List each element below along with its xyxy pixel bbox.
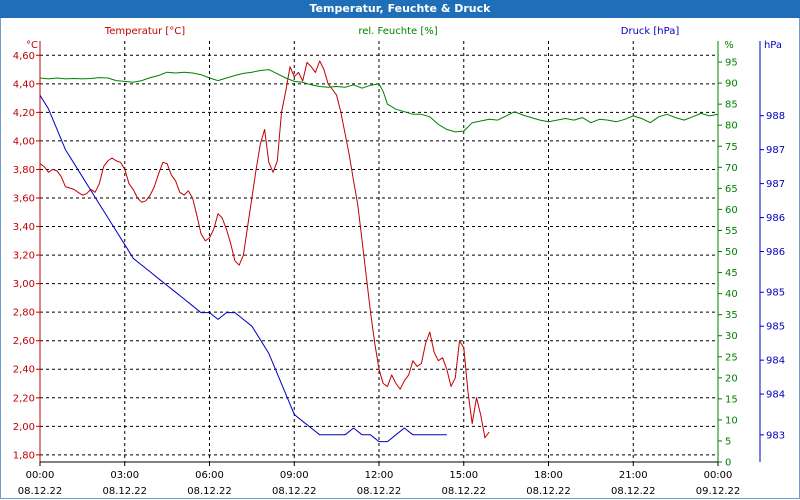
humidity-tick-label: 50 bbox=[725, 247, 738, 258]
x-tick-time-label: 00:00 bbox=[26, 470, 55, 481]
pressure-tick-label: 986 bbox=[766, 247, 785, 258]
grid-lines bbox=[40, 41, 718, 462]
temperature-legend-label: Temperatur [°C] bbox=[104, 26, 185, 37]
humidity-tick-label: 5 bbox=[725, 436, 731, 447]
humidity-tick-label: 55 bbox=[725, 226, 738, 237]
humidity-tick-label: 95 bbox=[725, 58, 738, 69]
humidity-tick-label: 85 bbox=[725, 100, 738, 111]
pressure-series-line bbox=[39, 95, 447, 443]
temperature-tick-label: 2,40 bbox=[13, 365, 35, 376]
pressure-tick-label: 984 bbox=[766, 390, 785, 401]
temperature-tick-label: 3,60 bbox=[13, 193, 35, 204]
x-tick-time-label: 03:00 bbox=[110, 470, 139, 481]
humidity-tick-label: 65 bbox=[725, 184, 738, 195]
temperature-tick-label: 4,60 bbox=[13, 51, 35, 62]
temperature-tick-label: 4,00 bbox=[13, 136, 35, 147]
pressure-tick-label: 985 bbox=[766, 322, 785, 333]
x-tick-time-label: 15:00 bbox=[449, 470, 478, 481]
temperature-tick-label: 2,00 bbox=[13, 422, 35, 433]
humidity-tick-label: 75 bbox=[725, 142, 738, 153]
pressure-tick-label: 987 bbox=[766, 179, 785, 190]
pressure-tick-label: 984 bbox=[766, 356, 785, 367]
temperature-tick-label: 3,40 bbox=[13, 222, 35, 233]
humidity-tick-label: 0 bbox=[725, 458, 731, 469]
x-tick-date-label: 09.12.22 bbox=[696, 486, 741, 497]
humidity-tick-label: 40 bbox=[725, 289, 738, 300]
humidity-legend-label: rel. Feuchte [%] bbox=[358, 26, 437, 37]
temperature-unit-label: °C bbox=[26, 40, 38, 51]
x-tick-time-label: 18:00 bbox=[534, 470, 563, 481]
humidity-tick-label: 25 bbox=[725, 352, 738, 363]
temperature-series-line bbox=[39, 60, 490, 439]
humidity-tick-label: 15 bbox=[725, 394, 738, 405]
humidity-tick-label: 30 bbox=[725, 331, 738, 342]
pressure-tick-label: 983 bbox=[766, 430, 785, 441]
temperature-tick-label: 3,00 bbox=[13, 279, 35, 290]
temperature-tick-label: 2,80 bbox=[13, 308, 35, 319]
x-tick-date-label: 08.12.22 bbox=[611, 486, 656, 497]
pressure-tick-label: 988 bbox=[766, 111, 785, 122]
x-tick-date-label: 08.12.22 bbox=[526, 486, 571, 497]
temperature-tick-label: 3,20 bbox=[13, 251, 35, 262]
tick-labels: 00:00 08.12.22 03:00 08.12.22 06:00 08.12.22 0… bbox=[13, 51, 785, 497]
humidity-tick-label: 70 bbox=[725, 163, 738, 174]
pressure-legend-label: Druck [hPa] bbox=[621, 26, 680, 37]
humidity-tick-label: 35 bbox=[725, 310, 738, 321]
temperature-tick-label: 4,40 bbox=[13, 79, 35, 90]
x-tick-date-label: 08.12.22 bbox=[187, 486, 232, 497]
temperature-tick-label: 2,20 bbox=[13, 393, 35, 404]
humidity-tick-label: 80 bbox=[725, 121, 738, 132]
series-lines bbox=[39, 60, 719, 443]
axes bbox=[36, 41, 764, 466]
x-tick-date-label: 08.12.22 bbox=[357, 486, 402, 497]
pressure-tick-label: 987 bbox=[766, 145, 785, 156]
humidity-tick-label: 20 bbox=[725, 373, 738, 384]
humidity-tick-label: 60 bbox=[725, 205, 738, 216]
humidity-tick-label: 10 bbox=[725, 415, 738, 426]
humidity-unit-label: % bbox=[724, 40, 734, 51]
humidity-tick-label: 90 bbox=[725, 79, 738, 90]
title-bar bbox=[0, 0, 800, 18]
pressure-unit-label: hPa bbox=[764, 40, 782, 51]
x-tick-time-label: 21:00 bbox=[619, 470, 648, 481]
x-tick-date-label: 08.12.22 bbox=[441, 486, 486, 497]
pressure-tick-label: 985 bbox=[766, 288, 785, 299]
humidity-series-line bbox=[39, 69, 719, 133]
x-tick-date-label: 08.12.22 bbox=[272, 486, 317, 497]
temperature-tick-label: 3,80 bbox=[13, 165, 35, 176]
pressure-tick-label: 986 bbox=[766, 213, 785, 224]
x-tick-time-label: 06:00 bbox=[195, 470, 224, 481]
temperature-tick-label: 1,80 bbox=[13, 450, 35, 461]
temperature-tick-label: 4,20 bbox=[13, 108, 35, 119]
humidity-tick-label: 45 bbox=[725, 268, 738, 279]
x-tick-time-label: 00:00 bbox=[704, 470, 733, 481]
temperature-tick-label: 2,60 bbox=[13, 336, 35, 347]
x-tick-date-label: 08.12.22 bbox=[102, 486, 147, 497]
x-tick-time-label: 12:00 bbox=[365, 470, 394, 481]
x-tick-time-label: 09:00 bbox=[280, 470, 309, 481]
x-tick-date-label: 08.12.22 bbox=[18, 486, 63, 497]
window-title: Temperatur, Feuchte & Druck bbox=[309, 2, 491, 15]
